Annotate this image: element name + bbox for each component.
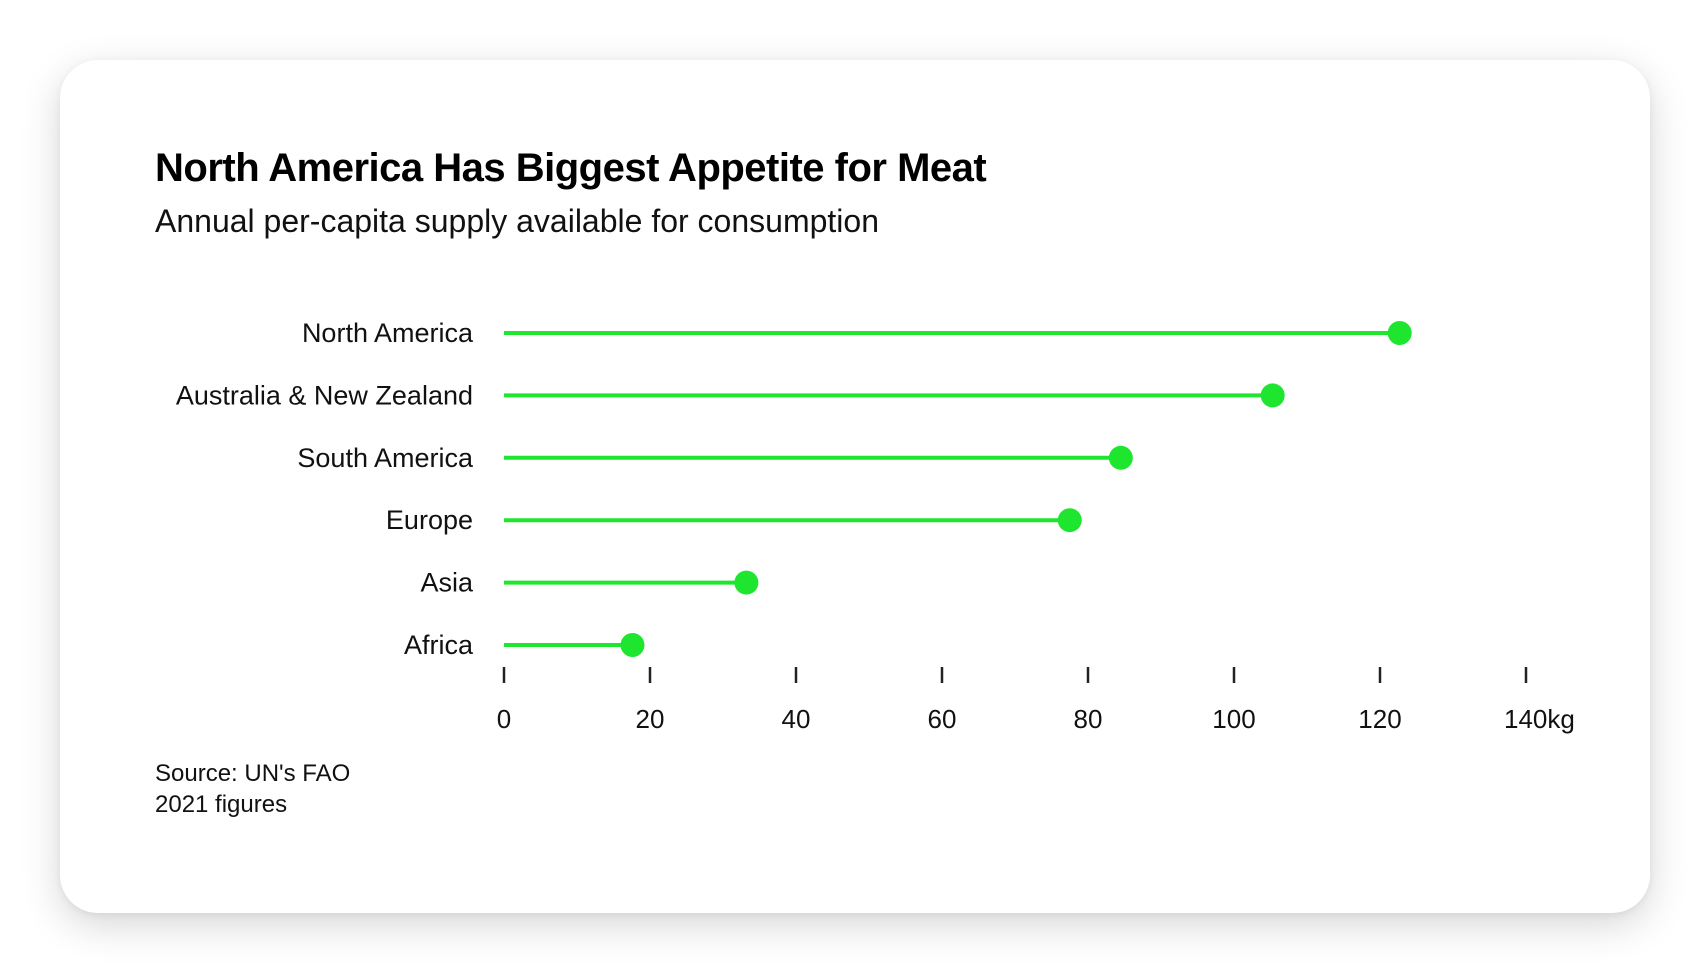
x-tick-label: 120 — [1358, 704, 1401, 734]
x-tick-label: 40 — [782, 704, 811, 734]
x-tick-label: 140kg — [1504, 704, 1575, 734]
x-tick-label: 100 — [1212, 704, 1255, 734]
year-note: 2021 figures — [155, 791, 288, 818]
category-label: Asia — [420, 568, 474, 598]
x-tick-label: 0 — [497, 704, 511, 734]
lollipop-dot — [620, 633, 645, 657]
lollipop-dot — [734, 570, 759, 595]
source-note: Source: UN's FAO — [155, 760, 351, 787]
category-label: Australia & New Zealand — [176, 380, 473, 410]
chart-footer: Source: UN's FAO 2021 figures — [155, 758, 350, 820]
x-tick-label: 20 — [636, 704, 665, 734]
category-label: Europe — [386, 505, 473, 535]
chart-title: North America Has Biggest Appetite for M… — [155, 146, 987, 190]
category-label: Africa — [404, 630, 474, 660]
x-tick-label: 60 — [928, 704, 957, 734]
lollipop-dot — [1387, 321, 1412, 345]
x-tick-label: 80 — [1074, 704, 1103, 734]
category-label: South America — [297, 443, 474, 473]
lollipop-dot — [1260, 383, 1285, 408]
lollipop-dot — [1057, 508, 1082, 533]
lollipop-dot — [1108, 445, 1133, 470]
chart-subtitle: Annual per-capita supply available for c… — [155, 203, 879, 239]
category-label: North America — [302, 318, 474, 348]
chart-card — [60, 60, 1650, 913]
